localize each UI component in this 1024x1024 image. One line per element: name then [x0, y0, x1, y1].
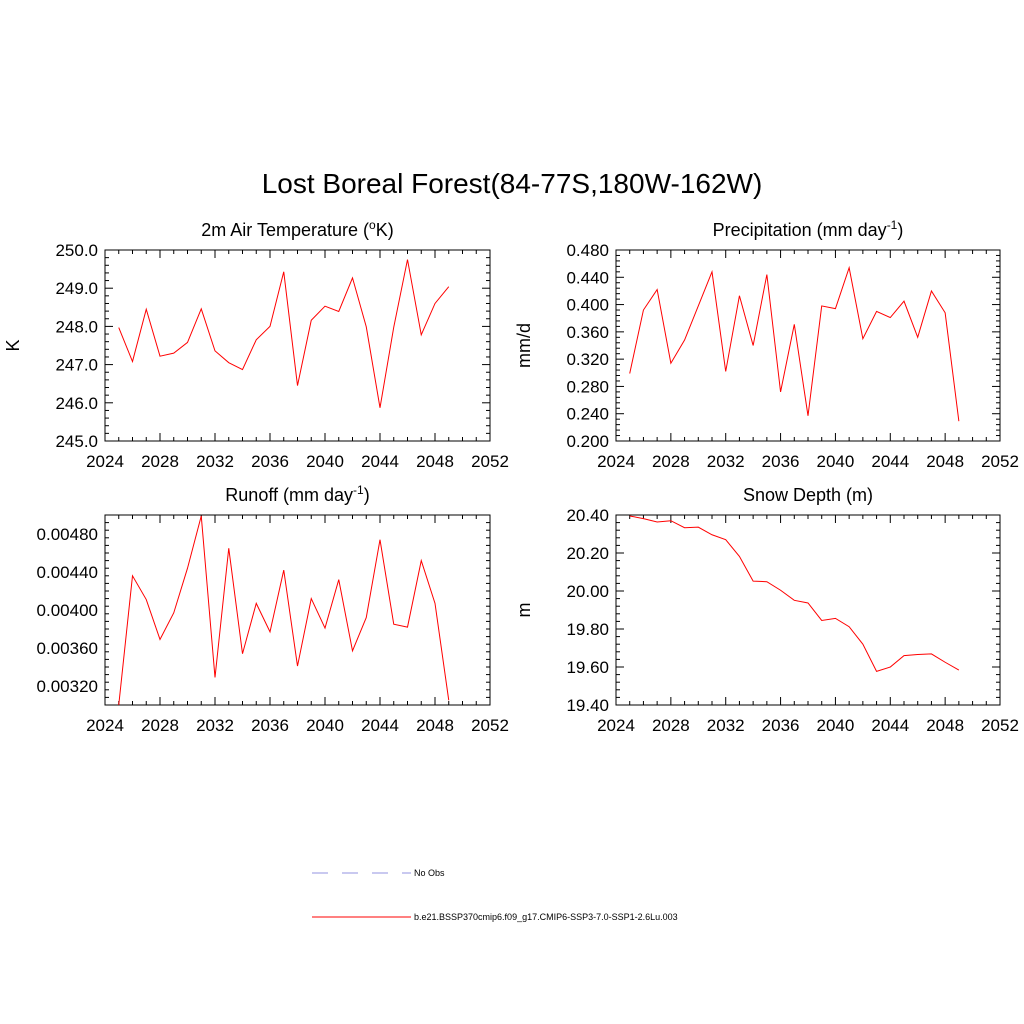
panel-2: 2024 2028 2032 2036 2040 2044 2048 2052 0.200 0.2… [514, 218, 1019, 471]
x-tick-label: 2028 [652, 452, 690, 471]
panel-title-text: Runoff (mm day [225, 485, 353, 505]
x-tick-label: 2048 [416, 452, 454, 471]
x-tick-label: 2048 [926, 452, 964, 471]
plot-frame [615, 514, 1001, 706]
y-axis-label: K [3, 339, 23, 351]
x-tick-label: 2036 [762, 716, 800, 735]
x-tick-label: 2028 [652, 716, 690, 735]
x-tick-label: 2048 [416, 716, 454, 735]
series-line-1 [118, 259, 450, 408]
panel-title: Snow Depth (m) [743, 485, 873, 505]
legend-obs-label: No Obs [414, 868, 445, 878]
series-line-1 [629, 515, 960, 672]
x-tick-label: 2040 [306, 452, 344, 471]
y-tick-label: 0.400 [566, 296, 609, 315]
x-tick-label: 2032 [707, 716, 745, 735]
panel-title-superscript: -1 [353, 483, 364, 497]
y-tick-label: 0.360 [566, 323, 609, 342]
x-tick-label: 2028 [141, 452, 179, 471]
y-tick-label: 245.0 [55, 432, 98, 451]
x-tick-label: 2032 [707, 452, 745, 471]
y-tick-label: 0.00440 [37, 563, 98, 582]
y-tick-label: 0.00480 [37, 525, 98, 544]
y-tick-label: 19.60 [566, 658, 609, 677]
x-tick-label: 2036 [762, 452, 800, 471]
x-tick-label: 2028 [141, 716, 179, 735]
x-tick-label: 2032 [196, 452, 234, 471]
panel-title-superscript: o [369, 218, 376, 232]
x-tick-label: 2044 [871, 716, 909, 735]
series-line-1 [118, 515, 450, 705]
panel-title-text: Precipitation (mm day [713, 220, 887, 240]
panel-title-suffix: K) [376, 220, 394, 240]
x-tick-label: 2044 [361, 452, 399, 471]
panel-1: 2024 2028 2032 2036 2040 2044 2048 2052 245.0 246… [3, 218, 509, 471]
x-tick-label: 2032 [196, 716, 234, 735]
y-tick-label: 0.00360 [37, 639, 98, 658]
chart-title: Lost Boreal Forest(84-77S,180W-162W) [261, 168, 763, 199]
series-line-1 [629, 265, 960, 422]
y-tick-label: 0.440 [566, 268, 609, 287]
panel-title: Runoff (mm day-1) [225, 483, 369, 505]
y-tick-label: 19.40 [566, 696, 609, 715]
y-tick-label: 0.280 [566, 377, 609, 396]
y-tick-label: 20.40 [566, 506, 609, 525]
y-tick-label: 0.00320 [37, 677, 98, 696]
panel-title-text: Snow Depth (m) [743, 485, 873, 505]
x-tick-label: 2040 [817, 452, 855, 471]
x-tick-label: 2024 [597, 452, 635, 471]
y-tick-label: 249.0 [55, 279, 98, 298]
legend-model-label: b.e21.BSSP370cmip6.f09_g17.CMIP6-SSP3-7.… [414, 912, 678, 922]
x-tick-label: 2024 [86, 452, 124, 471]
panel-title-superscript: -1 [887, 218, 898, 232]
y-tick-label: 0.320 [566, 350, 609, 369]
x-tick-label: 2040 [817, 716, 855, 735]
y-tick-label: 248.0 [55, 317, 98, 336]
x-tick-label: 2036 [251, 716, 289, 735]
panel-title-suffix: ) [897, 220, 903, 240]
panel-title-suffix: ) [364, 485, 370, 505]
x-tick-label: 2052 [981, 452, 1019, 471]
y-tick-label: 20.00 [566, 582, 609, 601]
panel-4: 2024 2028 2032 2036 2040 2044 2048 2052 19.40 19.… [514, 485, 1019, 735]
y-tick-label: 250.0 [55, 241, 98, 260]
panel-title: Precipitation (mm day-1) [713, 218, 904, 240]
x-tick-label: 2048 [926, 716, 964, 735]
plot-frame [104, 514, 491, 706]
y-axis-label: mm/d [514, 323, 534, 368]
x-tick-label: 2044 [361, 716, 399, 735]
y-tick-label: 246.0 [55, 394, 98, 413]
panel-3: 2024 2028 2032 2036 2040 2044 2048 2052 0.00320 0… [37, 483, 509, 735]
panels: 2024 2028 2032 2036 2040 2044 2048 2052 245.0 246… [3, 218, 1019, 735]
x-tick-label: 2044 [871, 452, 909, 471]
x-tick-label: 2052 [981, 716, 1019, 735]
y-axis-label: m [514, 603, 534, 618]
y-tick-label: 0.480 [566, 241, 609, 260]
y-tick-label: 20.20 [566, 544, 609, 563]
panel-title: 2m Air Temperature (oK) [201, 218, 393, 240]
x-tick-label: 2024 [597, 716, 635, 735]
y-tick-label: 247.0 [55, 356, 98, 375]
y-tick-label: 0.00400 [37, 601, 98, 620]
x-tick-label: 2052 [471, 452, 509, 471]
x-tick-label: 2036 [251, 452, 289, 471]
plot-frame [104, 249, 491, 442]
x-tick-label: 2024 [86, 716, 124, 735]
y-tick-label: 19.80 [566, 620, 609, 639]
y-tick-label: 0.200 [566, 432, 609, 451]
panel-title-text: 2m Air Temperature ( [201, 220, 369, 240]
x-tick-label: 2040 [306, 716, 344, 735]
y-tick-label: 0.240 [566, 405, 609, 424]
x-tick-label: 2052 [471, 716, 509, 735]
legend: No Obs b.e21.BSSP370cmip6.f09_g17.CMIP6-… [312, 868, 678, 922]
